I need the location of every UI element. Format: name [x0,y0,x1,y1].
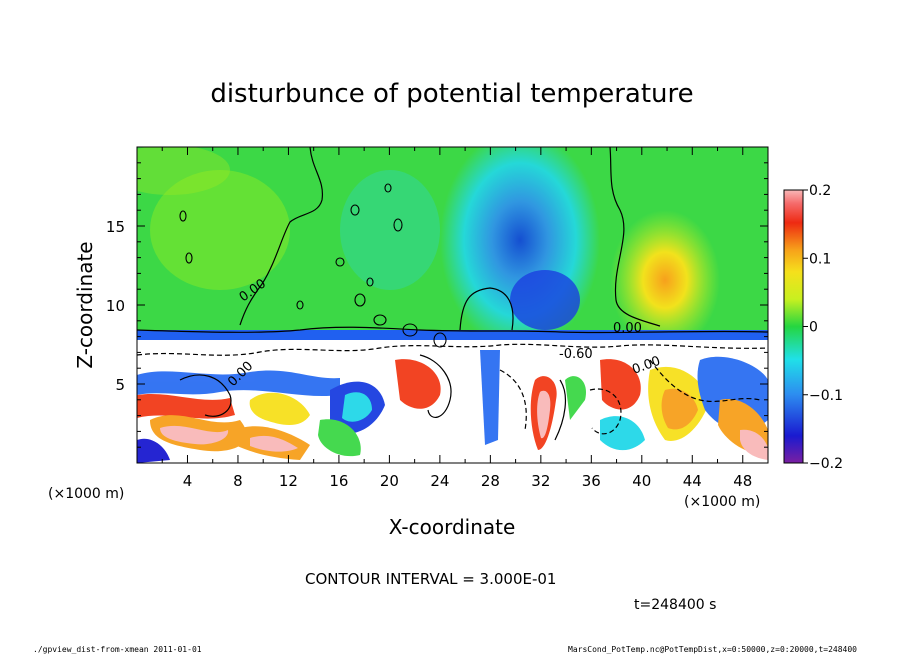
y-tick-label: 10 [106,297,125,315]
colorbar-ticks: 0.2 0.1 0 −0.1 −0.2 [803,183,843,472]
y-axis-ticks: 5 10 15 [106,162,768,448]
heatmap-plot-area [137,147,768,463]
x-tick-label: 24 [430,472,449,490]
x-unit-label: (×1000 m) [684,494,760,510]
chart-title: disturbunce of potential temperature [210,79,693,109]
colorbar-tick-label: 0 [809,320,818,336]
x-tick-label: 36 [582,472,601,490]
x-axis-ticks: 4 8 12 16 20 24 28 32 36 40 44 48 [161,147,752,490]
colorbar-tick-label: 0.2 [809,183,831,199]
y-axis-label: Z-coordinate [73,241,97,368]
x-tick-label: 40 [632,472,651,490]
time-text: t=248400 s [634,597,716,613]
x-tick-label: 32 [531,472,550,490]
colorbar [783,189,804,464]
x-tick-label: 20 [380,472,399,490]
x-tick-label: 16 [329,472,348,490]
x-tick-label: 48 [733,472,752,490]
x-axis-label: X-coordinate [389,515,516,539]
colorbar-tick-label: 0.1 [809,251,831,267]
footer-right: MarsCond_PotTemp.nc@PotTempDist,x=0:5000… [568,645,857,654]
contour-label: 0.00 [613,321,642,336]
footer-left: ./gpview_dist-from-xmean 2011-01-01 [33,645,202,654]
x-tick-label: 8 [233,472,243,490]
y-unit-label: (×1000 m) [48,486,124,502]
x-tick-label: 44 [683,472,702,490]
y-tick-label: 5 [115,376,125,394]
x-tick-label: 28 [481,472,500,490]
x-tick-label: 4 [183,472,193,490]
contour-interval-text: CONTOUR INTERVAL = 3.000E-01 [305,570,556,588]
colorbar-tick-label: −0.1 [809,388,843,404]
contour-label: -0.60 [559,347,593,362]
colorbar-tick-label: −0.2 [809,456,843,472]
x-tick-label: 12 [279,472,298,490]
y-tick-label: 15 [106,218,125,236]
